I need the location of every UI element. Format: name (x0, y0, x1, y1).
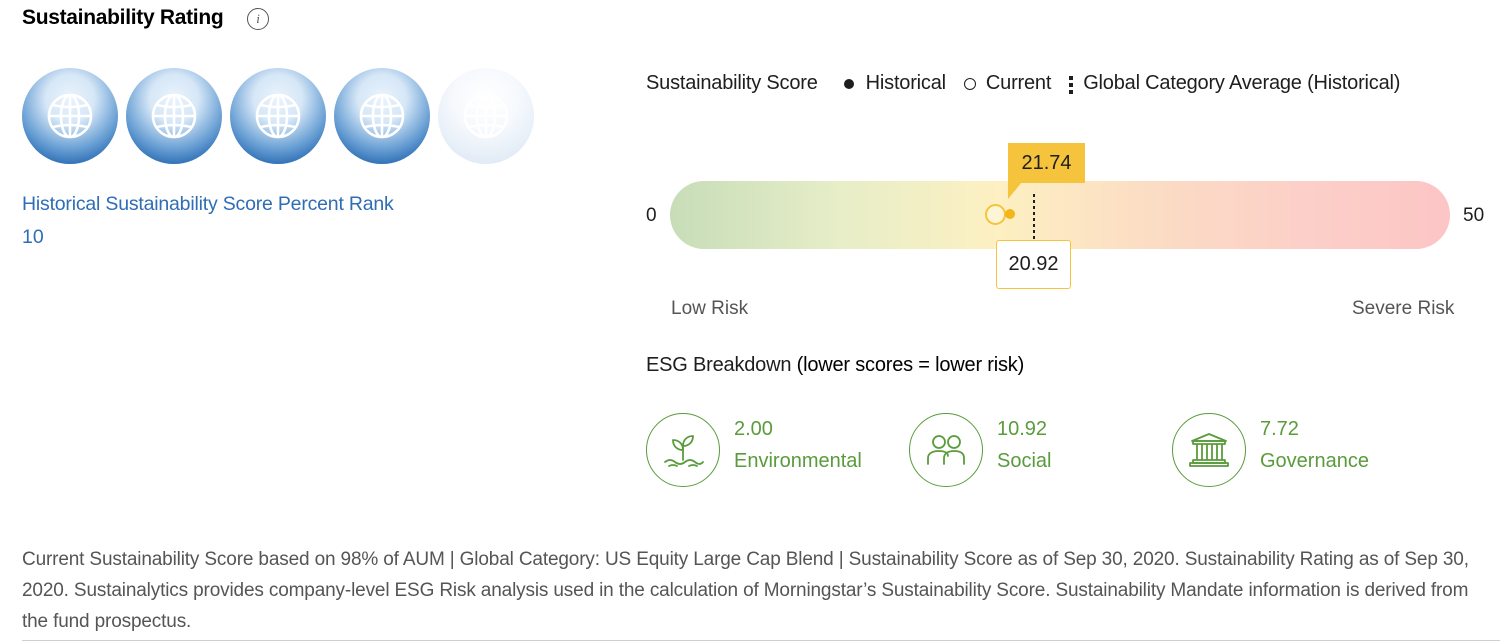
social-score: 10.92 (997, 418, 1048, 440)
percent-rank-label: Historical Sustainability Score Percent … (22, 193, 394, 215)
plant-icon (646, 413, 720, 487)
percent-rank-value: 10 (22, 226, 44, 248)
current-ring-icon (963, 77, 976, 90)
esg-title-prefix: ESG Breakdown (646, 354, 797, 376)
historical-score-label: 21.74 (1008, 143, 1085, 183)
building-icon (1172, 413, 1246, 487)
governance-label: Governance (1260, 450, 1369, 472)
scale-max: 50 (1463, 205, 1485, 226)
divider (22, 640, 1500, 641)
environmental-score: 2.00 (734, 418, 773, 440)
score-legend: Sustainability Score Historical Current … (646, 72, 1400, 95)
average-dashed-icon (1069, 74, 1074, 94)
info-icon[interactable]: i (247, 8, 269, 30)
section-title: Sustainability Rating (22, 6, 224, 29)
low-risk-label: Low Risk (671, 298, 749, 319)
score-track (670, 181, 1450, 249)
esg-social: 10.92 Social (909, 413, 1051, 487)
globe-icon (334, 68, 430, 164)
environmental-label: Environmental (734, 450, 862, 472)
legend-historical: Historical (865, 72, 946, 94)
social-label: Social (997, 450, 1052, 472)
globe-empty-icon (438, 68, 534, 164)
esg-governance: 7.72 Governance (1172, 413, 1369, 487)
legend-current: Current (985, 72, 1052, 94)
current-score-marker (985, 204, 1006, 225)
globe-icon (126, 68, 222, 164)
footnote: Current Sustainability Score based on 98… (22, 549, 1469, 632)
historical-score-pointer (1008, 182, 1022, 199)
esg-environmental: 2.00 Environmental (646, 413, 862, 487)
historical-score-marker (1005, 209, 1015, 219)
esg-title-note: (lower scores = lower risk) (796, 354, 1025, 376)
scale-min: 0 (646, 205, 657, 226)
legend-title: Sustainability Score (646, 72, 818, 94)
severe-risk-label: Severe Risk (1352, 298, 1455, 319)
legend-average: Global Category Average (Historical) (1083, 72, 1401, 94)
current-score-label: 20.92 (996, 240, 1071, 289)
historical-dot-icon (843, 78, 854, 89)
people-icon (909, 413, 983, 487)
governance-score: 7.72 (1260, 418, 1299, 440)
category-average-marker (1033, 194, 1035, 240)
esg-breakdown-title: ESG Breakdown (lower scores = lower risk… (646, 354, 1024, 377)
globe-icon (230, 68, 326, 164)
globe-icon (22, 68, 118, 164)
